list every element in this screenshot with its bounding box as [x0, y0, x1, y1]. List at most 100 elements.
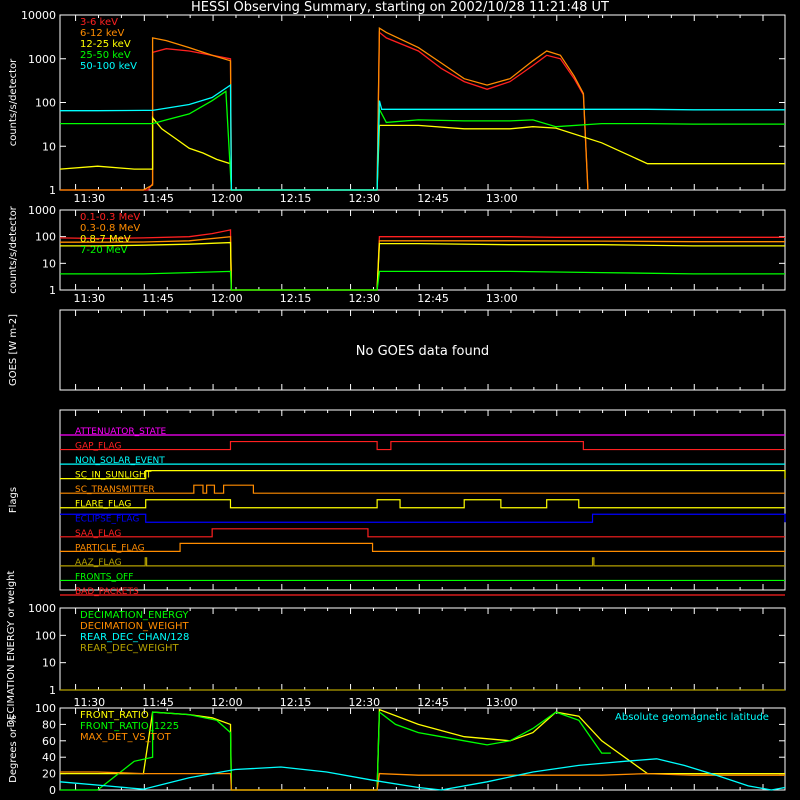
- flag-trace: [60, 513, 786, 523]
- legend-entry: 12-25 keV: [80, 39, 131, 50]
- y-tick-label: 100: [35, 629, 56, 642]
- legend-entry: DECIMATION_ENERGY: [80, 610, 189, 621]
- flag-label: NON_SOLAR_EVENT: [75, 456, 165, 466]
- y-tick-label: 80: [42, 718, 56, 731]
- y-tick-label: 1: [49, 184, 56, 197]
- y-tick-label: 10: [42, 140, 56, 153]
- x-tick-label: 11:30: [73, 192, 105, 205]
- y-tick-label: 20: [42, 768, 56, 781]
- flag-trace: [60, 542, 785, 552]
- legend-entry: 25-50 keV: [80, 50, 131, 61]
- panel-5: 11:30 11:45 12:00 12:15 12:30 12:45 13:00 1 10 10…: [6, 570, 786, 727]
- y-tick-label: 0: [49, 784, 56, 797]
- legend-entry: 0.3-0.8 MeV: [80, 223, 140, 234]
- x-tick-label: 12:15: [280, 292, 312, 305]
- legend-entry: 6-12 keV: [80, 28, 124, 39]
- legend-entry: 0.1-0.3 MeV: [80, 212, 140, 223]
- panel-3: GOES [W m-2] No GOES data found: [8, 309, 786, 391]
- y-axis-label: Flags: [8, 487, 19, 513]
- x-tick-label: 13:00: [486, 696, 518, 709]
- y-tick-label: 10000: [21, 9, 56, 22]
- y-tick-label: 1000: [28, 204, 56, 217]
- x-tick-label: 13:00: [486, 192, 518, 205]
- x-tick-label: 12:30: [348, 696, 380, 709]
- x-tick-label: 11:30: [73, 696, 105, 709]
- flag-label: FRONTS_OFF: [75, 572, 133, 582]
- y-axis-label: counts/s/detector: [8, 58, 19, 146]
- series-line: [60, 710, 611, 791]
- flag-label: SC_IN_SUNLIGHT: [75, 471, 152, 481]
- flag-trace: [60, 470, 786, 480]
- x-tick-label: 12:00: [211, 696, 243, 709]
- flag-label: ATTENUATOR_STATE: [75, 427, 167, 437]
- annotation-label: Absolute geomagnetic latitude: [615, 712, 769, 723]
- legend-entry: DECIMATION_WEIGHT: [80, 621, 189, 632]
- series-line: [59, 229, 785, 291]
- flag-trace: [60, 484, 785, 494]
- flag-label: GAP_FLAG: [75, 442, 121, 452]
- plot-frame: [59, 209, 786, 291]
- legend-entry: 0.8-7 MeV: [80, 234, 131, 245]
- series-line: [60, 241, 785, 291]
- y-tick-label: 1000: [28, 602, 56, 615]
- panel-2: 11:30 11:45 12:00 12:15 12:30 12:45 13:00 1 10 10…: [8, 204, 786, 305]
- plot-frame: [59, 309, 786, 391]
- x-tick-label: 12:45: [417, 192, 449, 205]
- x-tick-label: 12:15: [280, 192, 312, 205]
- series-line: [60, 270, 785, 291]
- x-tick-label: 12:45: [417, 292, 449, 305]
- x-tick-label: 11:45: [142, 696, 174, 709]
- panel-4: Flags ATTENUATOR_STATE GAP_FLAG NON_SOLAR_E…: [8, 409, 786, 597]
- x-tick-label: 11:45: [142, 192, 174, 205]
- flag-trace: [60, 528, 785, 538]
- legend-entry: FRONT_RATIO: [80, 710, 149, 721]
- x-tick-label: 12:30: [348, 192, 380, 205]
- no-data-message: No GOES data found: [356, 344, 489, 359]
- legend-entry: REAR_DEC_WEIGHT: [80, 643, 179, 654]
- series-line: [60, 90, 785, 191]
- legend-entry: 7-20 MeV: [80, 245, 128, 256]
- y-axis-label: counts/s/detector: [8, 205, 19, 293]
- flag-label: ECLIPSE_FLAG: [75, 514, 139, 524]
- legend-entry: MAX_DET_VS_TOT: [80, 732, 172, 743]
- series-line: [60, 83, 785, 191]
- y-axis-label: DECIMATION ENERGY or weight: [6, 570, 17, 727]
- y-tick-label: 60: [42, 735, 56, 748]
- legend-entry: FRONT_RATIO_1225: [80, 721, 179, 732]
- y-tick-label: 1000: [28, 53, 56, 66]
- flag-trace: [60, 499, 785, 509]
- x-tick-label: 13:00: [486, 292, 518, 305]
- flag-label: AAZ_FLAG: [75, 558, 122, 568]
- flag-label: PARTICLE_FLAG: [75, 543, 145, 553]
- x-tick-label: 11:45: [142, 292, 174, 305]
- legend-entry: 3-6 keV: [80, 17, 118, 28]
- y-tick-label: 100: [35, 231, 56, 244]
- y-tick-label: 10: [42, 257, 56, 270]
- y-tick-label: 100: [35, 97, 56, 110]
- plot-frame: [59, 409, 786, 591]
- panel-6: 0 20 40 60 80 100 Degrees or % FRONT_RATIOFRONT…: [8, 702, 786, 797]
- x-tick-label: 12:15: [280, 696, 312, 709]
- series-line: [60, 27, 589, 191]
- y-tick-label: 1: [49, 284, 56, 297]
- series-line: [60, 771, 785, 791]
- x-tick-label: 12:00: [211, 192, 243, 205]
- y-tick-label: 10: [42, 657, 56, 670]
- plot-frame: [59, 707, 786, 791]
- series-line: [59, 115, 785, 191]
- y-tick-label: 1: [49, 684, 56, 697]
- series-line: [59, 758, 786, 791]
- flag-trace: [60, 440, 785, 451]
- y-tick-label: 100: [35, 702, 56, 715]
- flag-label: FLARE_FLAG: [75, 500, 131, 510]
- x-tick-label: 12:00: [211, 292, 243, 305]
- x-tick-label: 11:30: [73, 292, 105, 305]
- flag-label: BAD_PACKETS: [75, 587, 139, 597]
- panel-1: 11:30 11:45 12:00 12:15 12:30 12:45 13:00 1 10 10…: [8, 9, 786, 205]
- y-axis-label: Degrees or %: [8, 715, 19, 783]
- flag-trace: [60, 557, 785, 567]
- chart-title: HESSI Observing Summary, starting on 200…: [191, 0, 609, 15]
- y-axis-label: GOES [W m-2]: [8, 314, 19, 386]
- flag-label: SAA_FLAG: [75, 529, 121, 539]
